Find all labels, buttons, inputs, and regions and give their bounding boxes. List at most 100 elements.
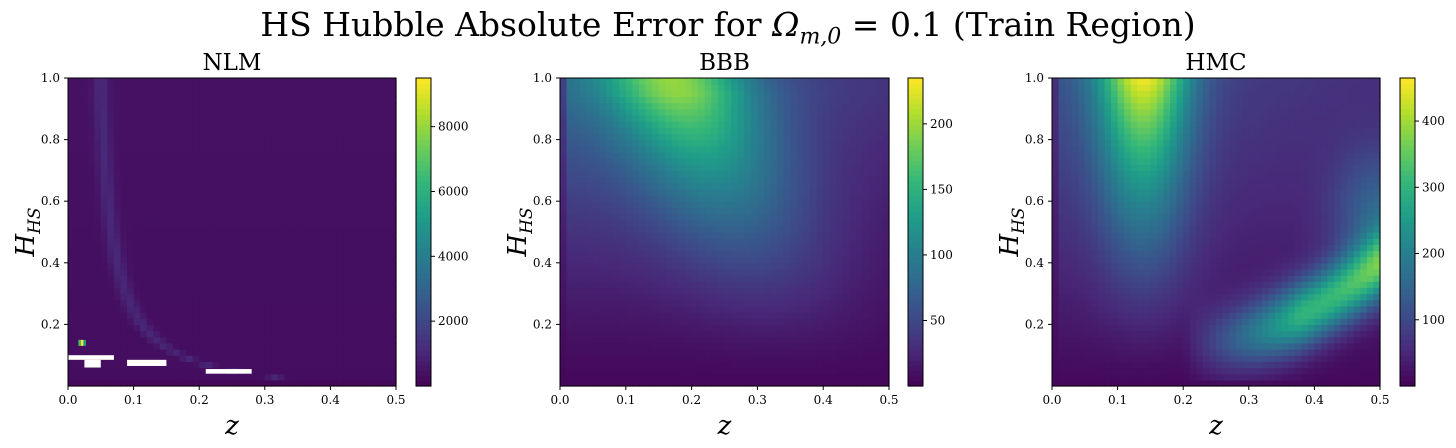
heatmap-cell: [704, 336, 712, 344]
heatmap-cell: [205, 164, 213, 171]
heatmap-cell: [68, 170, 76, 178]
heatmap-cell: [579, 176, 587, 184]
heatmap-cell: [389, 176, 397, 184]
heatmap-cell: [573, 219, 581, 227]
heatmap-cell: [652, 312, 660, 319]
heatmap-cell: [691, 188, 699, 196]
heatmap-cell: [862, 139, 870, 147]
heatmap-cell: [232, 78, 240, 85]
heatmap-cell: [816, 182, 824, 190]
heatmap-cell: [836, 127, 844, 135]
heatmap-cell: [199, 102, 207, 110]
heatmap-cell: [389, 305, 397, 313]
heatmap-cell: [271, 195, 279, 202]
heatmap-cell: [796, 281, 805, 289]
heatmap-cell: [389, 114, 397, 122]
heatmap-cell: [310, 219, 318, 227]
heatmap-cell: [127, 127, 135, 135]
heatmap-cell: [68, 219, 76, 227]
heatmap-cell: [271, 293, 279, 301]
heatmap-cell: [251, 96, 259, 104]
heatmap-cell: [619, 201, 627, 208]
heatmap-cell: [685, 275, 693, 282]
heatmap-cell: [225, 213, 233, 221]
heatmap-cell: [304, 379, 312, 387]
heatmap-cell: [816, 244, 824, 252]
heatmap-cell: [146, 225, 154, 233]
heatmap-cell: [619, 281, 627, 289]
heatmap-cell: [724, 102, 732, 110]
heatmap-cell: [856, 342, 864, 350]
heatmap-cell: [172, 238, 181, 245]
heatmap-cell: [336, 262, 345, 270]
heatmap-cell: [763, 121, 772, 128]
heatmap-cell: [836, 268, 844, 276]
heatmap-cell: [199, 201, 207, 208]
heatmap-cell: [810, 367, 818, 375]
heatmap-cell: [271, 145, 279, 153]
heatmap-cell: [336, 176, 345, 184]
heatmap-cell: [796, 121, 805, 128]
heatmap-cell: [297, 164, 305, 171]
heatmap-cell: [671, 201, 680, 208]
heatmap-cell: [336, 355, 345, 362]
heatmap-cell: [685, 318, 693, 325]
heatmap-cell: [356, 114, 364, 122]
heatmap-cell: [107, 330, 115, 338]
heatmap-cell: [369, 102, 377, 110]
heatmap-cell: [856, 96, 864, 104]
heatmap-cell: [350, 188, 358, 196]
heatmap-cell: [192, 207, 200, 215]
heatmap-cell: [133, 299, 141, 307]
heatmap-cell: [638, 78, 647, 85]
heatmap-cell: [592, 114, 601, 122]
heatmap-cell: [823, 355, 831, 362]
heatmap-cell: [120, 232, 128, 239]
heatmap-cell: [363, 145, 371, 153]
heatmap-cell: [258, 281, 266, 289]
heatmap-cell: [763, 170, 772, 178]
heatmap-cell: [238, 219, 246, 227]
heatmap-cell: [218, 151, 227, 159]
heatmap-cell: [592, 305, 601, 313]
heatmap-cell: [777, 158, 785, 165]
heatmap-cell: [606, 188, 614, 196]
heatmap-cell: [389, 379, 397, 387]
heatmap-cell: [744, 108, 752, 116]
heatmap-cell: [652, 127, 660, 135]
heatmap-cell: [665, 114, 673, 122]
heatmap-cell: [665, 349, 673, 356]
heatmap-cell: [87, 164, 95, 171]
heatmap-cell: [757, 367, 765, 375]
heatmap-cell: [869, 219, 877, 227]
heatmap-cell: [783, 78, 791, 85]
heatmap-cell: [140, 78, 148, 85]
heatmap-cell: [382, 293, 391, 301]
heatmap-cell: [586, 256, 594, 264]
heatmap-cell: [113, 287, 122, 295]
heatmap-cell: [159, 244, 167, 252]
heatmap-cell: [579, 90, 587, 98]
heatmap-cell: [186, 102, 194, 110]
heatmap-cell: [731, 225, 739, 233]
heatmap-cell: [172, 318, 181, 325]
heatmap-cell: [238, 299, 246, 307]
heatmap-cell: [199, 373, 207, 381]
heatmap-cell: [382, 84, 391, 91]
heatmap-cell: [685, 145, 693, 153]
heatmap-cell: [803, 349, 811, 356]
heatmap-cell: [120, 84, 128, 91]
heatmap-cell: [107, 312, 115, 319]
heatmap-cell: [560, 281, 568, 289]
heatmap-cell: [251, 330, 259, 338]
heatmap-cell: [166, 188, 174, 196]
heatmap-cell: [140, 225, 148, 233]
heatmap-cell: [205, 121, 213, 128]
heatmap-cell: [336, 305, 345, 313]
heatmap-cell: [592, 78, 601, 85]
heatmap-cell: [645, 127, 653, 135]
colorbar-segment: [416, 201, 431, 207]
heatmap-cell: [323, 250, 331, 258]
heatmap-cell: [717, 361, 726, 369]
heatmap-cell: [803, 361, 811, 369]
